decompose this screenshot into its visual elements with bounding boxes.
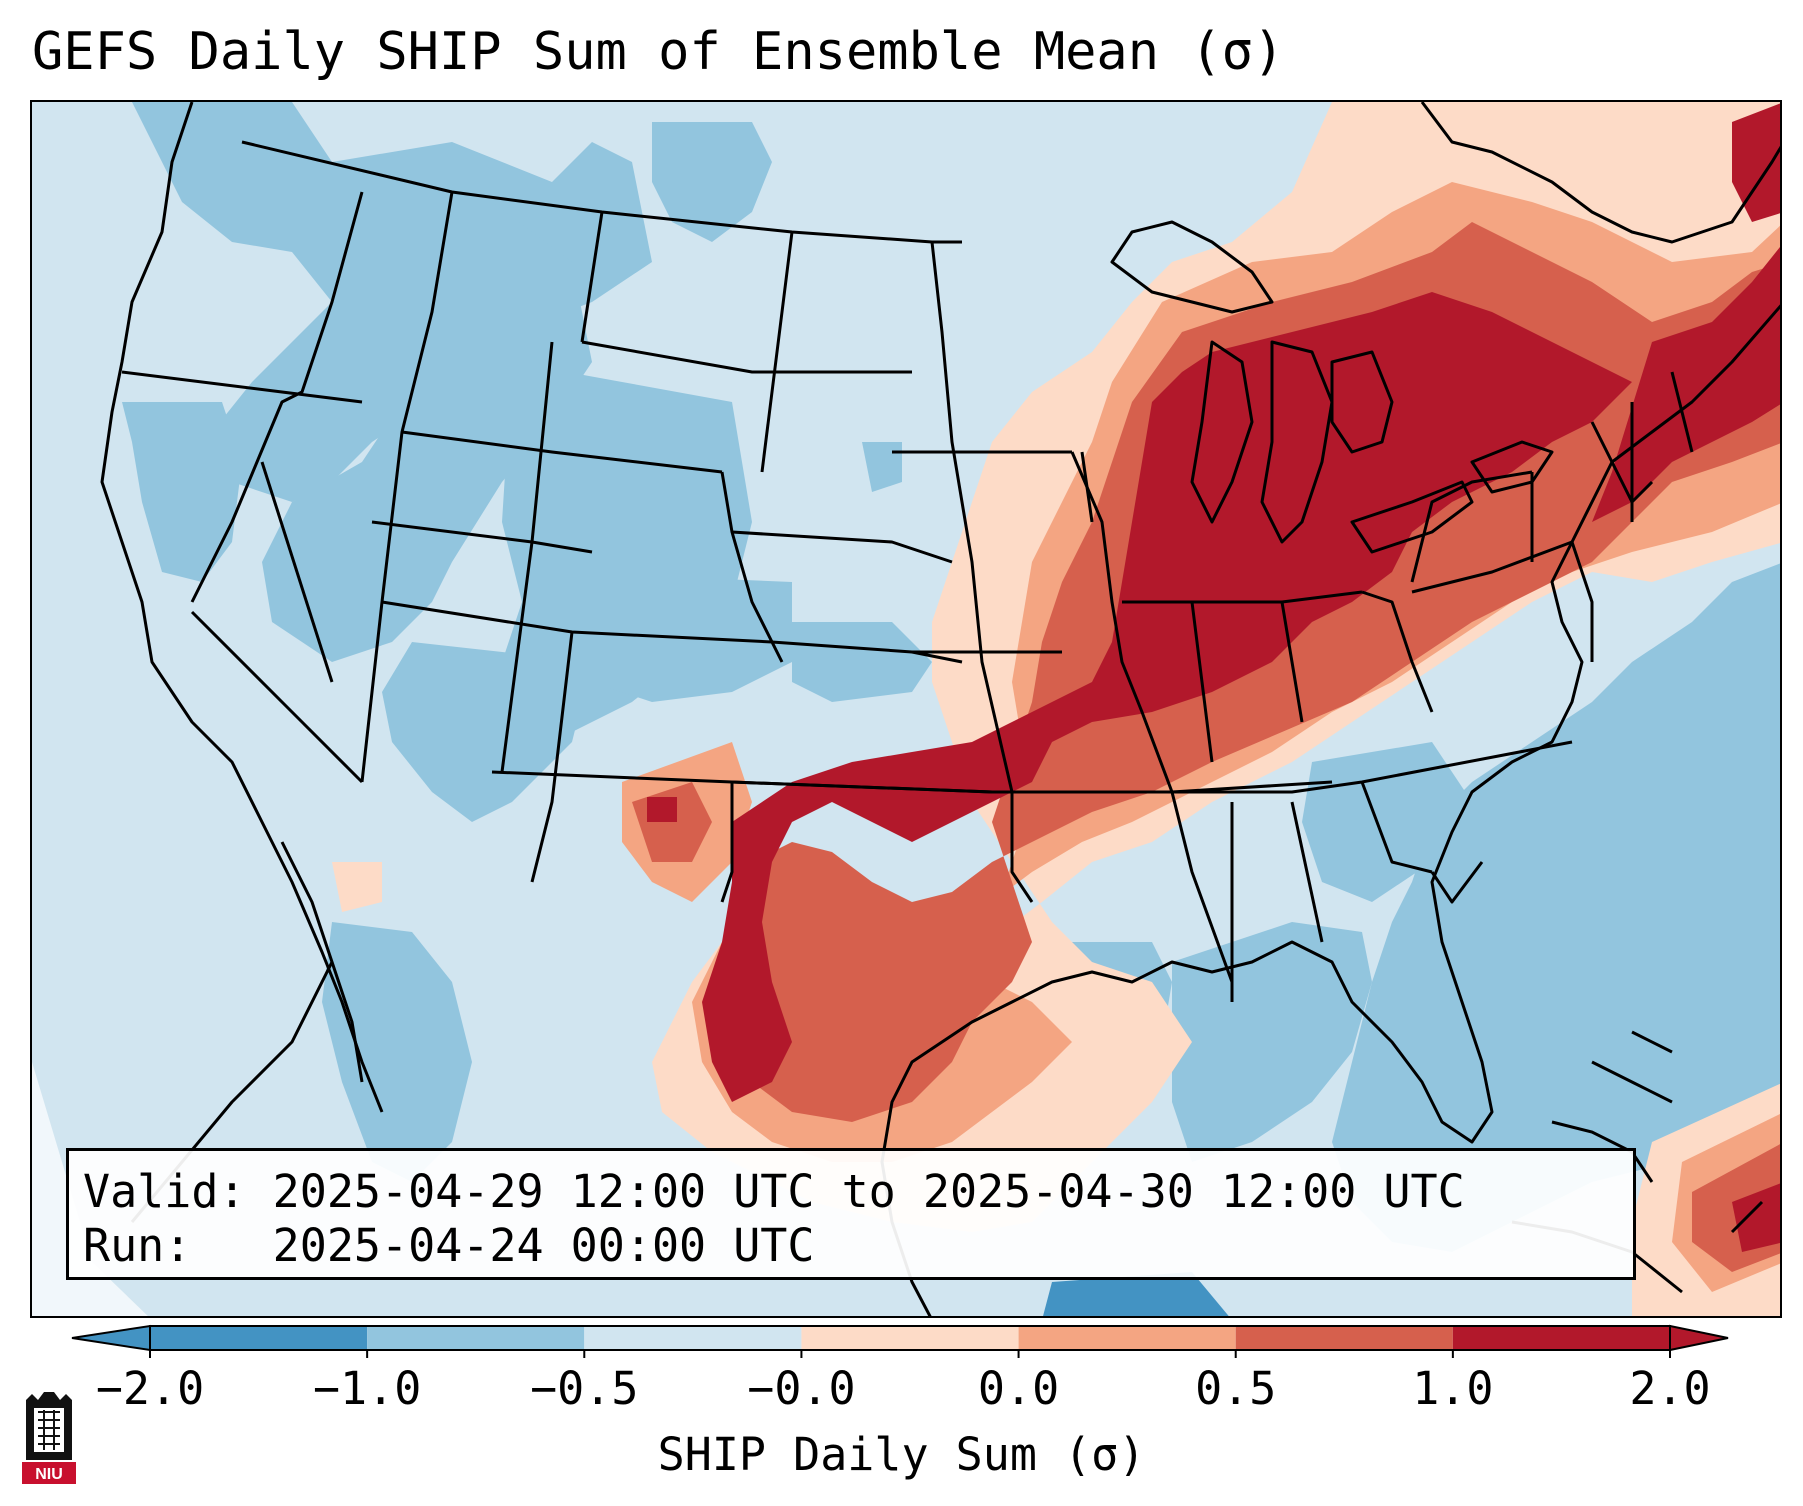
map-panel bbox=[30, 100, 1782, 1318]
colorbar-segments bbox=[71, 1324, 1729, 1358]
colorbar-tick-label: 1.0 bbox=[1412, 1362, 1494, 1415]
colorbar-tick-label: −0.5 bbox=[530, 1362, 639, 1415]
very-strong-positive-anomaly bbox=[647, 103, 1780, 1252]
anomaly-map bbox=[32, 102, 1780, 1316]
colorbar-tick-label: 0.0 bbox=[977, 1362, 1060, 1415]
map-title: GEFS Daily SHIP Sum of Ensemble Mean (σ) bbox=[32, 22, 1285, 82]
colorbar-extend-low bbox=[71, 1324, 151, 1352]
logo-text: NIU bbox=[35, 1466, 63, 1483]
run-time-text: Run: 2025-04-24 00:00 UTC bbox=[83, 1219, 815, 1272]
colorbar-tick-labels: −2.0 −1.0 −0.5 −0.0 0.0 0.5 1.0 2.0 bbox=[0, 1362, 1803, 1422]
islands bbox=[1551, 1030, 1673, 1183]
colorbar-segment bbox=[801, 1326, 1019, 1350]
valid-run-info-box: Valid: 2025-04-29 12:00 UTC to 2025-04-3… bbox=[66, 1148, 1636, 1280]
colorbar-tick-label: −0.0 bbox=[747, 1362, 856, 1415]
colorbar-segment bbox=[367, 1326, 585, 1350]
projection-edge-sw bbox=[32, 1062, 148, 1316]
niu-logo: NIU bbox=[22, 1392, 76, 1484]
colorbar bbox=[71, 1324, 1729, 1358]
colorbar-segment bbox=[150, 1326, 368, 1350]
colorbar-outline bbox=[149, 1325, 1671, 1351]
colorbar-extend-high bbox=[1669, 1324, 1729, 1352]
strong-negative-anomaly bbox=[1043, 1272, 1229, 1316]
colorbar-tick-label: 0.5 bbox=[1195, 1362, 1277, 1415]
colorbar-segment bbox=[1018, 1326, 1236, 1350]
negative-anomaly-west bbox=[122, 102, 932, 822]
colorbar-segment bbox=[584, 1326, 802, 1350]
great-lakes bbox=[1110, 220, 1554, 554]
colorbar-label: SHIP Daily Sum (σ) bbox=[657, 1428, 1146, 1481]
colorbar-tick-label: 2.0 bbox=[1629, 1362, 1711, 1415]
colorbar-segment bbox=[1235, 1326, 1453, 1350]
colorbar-tick-label: −1.0 bbox=[312, 1362, 422, 1415]
valid-time-text: Valid: 2025-04-29 12:00 UTC to 2025-04-3… bbox=[83, 1165, 1465, 1218]
colorbar-segment bbox=[1452, 1326, 1670, 1350]
colorbar-tick-label: −2.0 bbox=[95, 1362, 205, 1415]
